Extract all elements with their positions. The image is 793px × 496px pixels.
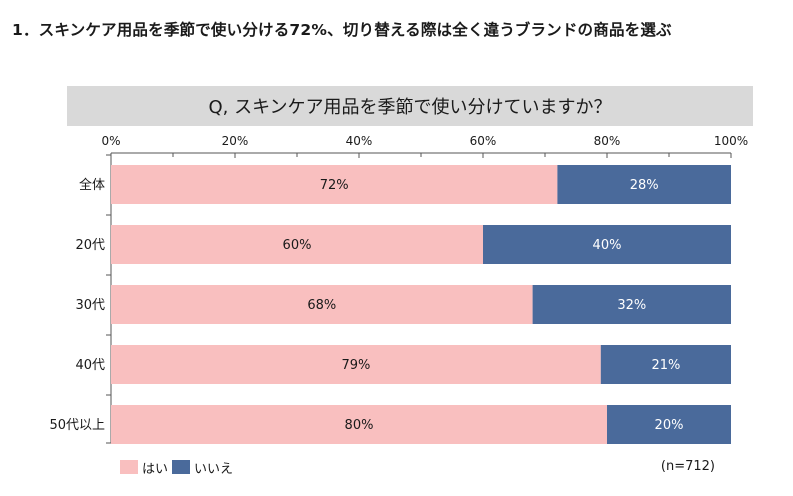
- sample-size-note: (n=712): [660, 459, 715, 474]
- bar-segment: [111, 165, 558, 204]
- category-label: 全体: [79, 177, 105, 193]
- category-label: 20代: [75, 238, 105, 253]
- bar-segment: [111, 405, 607, 444]
- bar-segment: [111, 345, 601, 384]
- bar-segment: [111, 225, 483, 264]
- legend-label-yes: はい: [142, 461, 169, 477]
- data-label: 72%: [320, 178, 349, 193]
- data-label: 60%: [283, 238, 312, 253]
- data-label: 40%: [593, 238, 622, 253]
- legend-item-yes: はい: [120, 458, 168, 477]
- x-tick-label: 60%: [470, 134, 497, 148]
- legend-item-no: いいえ: [172, 458, 233, 477]
- question-banner: Q, スキンケア用品を季節で使い分けていますか？: [67, 86, 753, 126]
- data-label: 28%: [630, 178, 659, 193]
- data-label: 79%: [341, 358, 370, 373]
- bar-segment: [607, 405, 731, 444]
- category-label: 30代: [75, 298, 105, 313]
- x-tick-label: 80%: [594, 134, 621, 148]
- data-label: 20%: [655, 418, 684, 433]
- x-tick-label: 100%: [714, 134, 748, 148]
- bar-segment: [557, 165, 731, 204]
- x-tick-label: 40%: [346, 134, 373, 148]
- category-label: 40代: [75, 358, 105, 373]
- page-heading: 1．スキンケア用品を季節で使い分ける72%、切り替える際は全く違うブランドの商品…: [12, 21, 672, 39]
- x-tick-label: 20%: [222, 134, 249, 148]
- category-label: 50代以上: [49, 418, 105, 433]
- chart-legend: はい いいえ: [120, 458, 237, 477]
- legend-label-no: いいえ: [194, 461, 234, 477]
- legend-swatch-yes: [120, 460, 138, 474]
- legend-swatch-no: [172, 460, 191, 474]
- question-text: Q, スキンケア用品を季節で使い分けていますか？: [208, 97, 612, 118]
- bar-segment: [483, 225, 731, 264]
- bar-segment: [111, 285, 533, 324]
- data-label: 68%: [307, 298, 336, 313]
- x-tick-label: 0%: [101, 134, 120, 148]
- data-label: 80%: [345, 418, 374, 433]
- bar-segment: [532, 285, 731, 324]
- data-label: 21%: [651, 358, 680, 373]
- data-label: 32%: [617, 298, 646, 313]
- bar-segment: [600, 345, 731, 384]
